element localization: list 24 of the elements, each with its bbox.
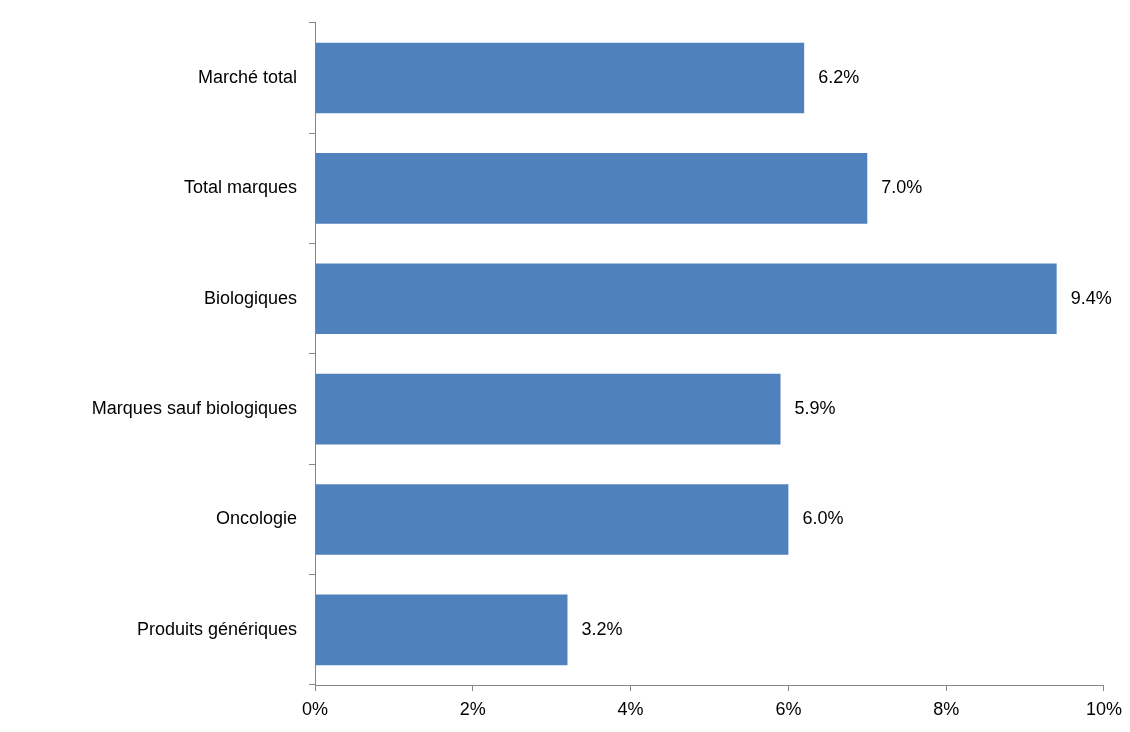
data-label: 6.2% (818, 66, 860, 87)
bar (315, 484, 789, 555)
x-tick-label: 0% (301, 698, 329, 719)
x-tick-label: 8% (933, 698, 960, 719)
data-label: 3.2% (581, 618, 623, 639)
x-tick-label: 10% (1085, 698, 1122, 719)
bar (315, 263, 1057, 335)
bar (315, 594, 568, 666)
bar (315, 373, 781, 445)
x-tick-label: 2% (459, 698, 486, 719)
data-label: 6.0% (802, 508, 844, 529)
data-label: 9.4% (1070, 287, 1112, 308)
y-tick-label: Marché total (197, 66, 297, 87)
data-label: 5.9% (794, 398, 836, 419)
y-tick-label: Oncologie (215, 508, 297, 529)
bar (315, 153, 868, 224)
y-tick-label: Produits génériques (136, 618, 297, 639)
x-tick-label: 6% (775, 698, 802, 719)
y-tick-label: Total marques (183, 177, 297, 198)
data-label: 7.0% (881, 177, 923, 198)
y-tick-label: Marques sauf biologiques (91, 398, 297, 419)
x-tick-label: 4% (617, 698, 644, 719)
y-tick-label: Biologiques (203, 287, 297, 308)
bar (315, 42, 805, 114)
